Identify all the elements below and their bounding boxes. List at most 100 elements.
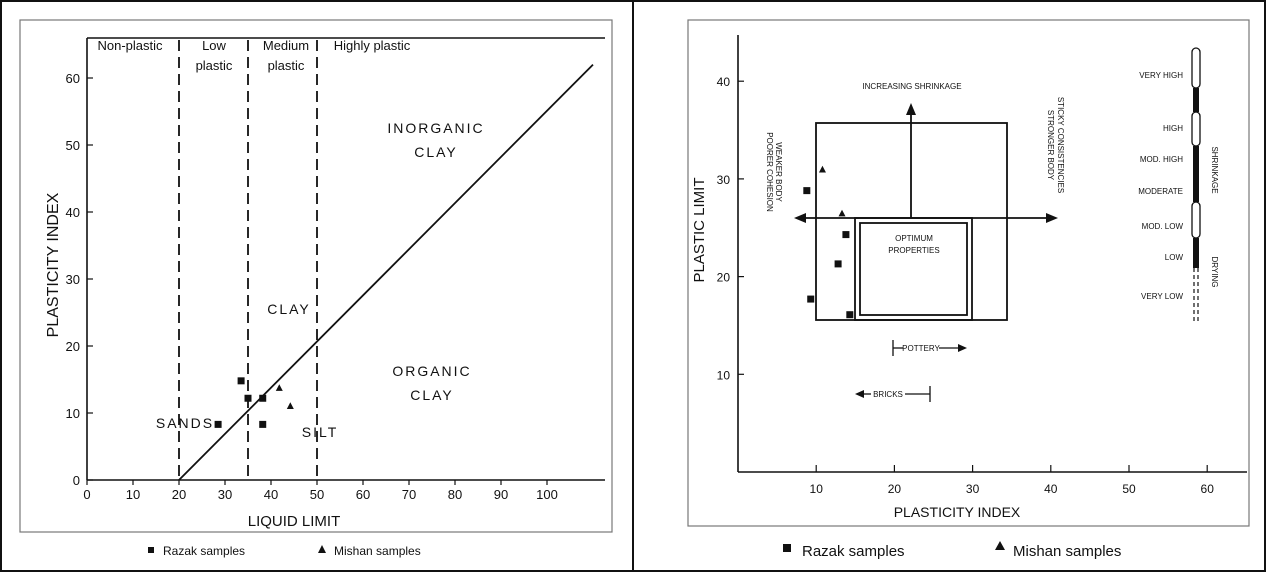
left-legend-triangle-marker bbox=[318, 545, 326, 553]
right-y-axis-label: PLASTIC LIMIT bbox=[691, 177, 708, 282]
left-x-tick-label: 30 bbox=[218, 487, 232, 502]
region-label-sands: SANDS bbox=[156, 415, 214, 431]
left-x-tick-label: 20 bbox=[172, 487, 186, 502]
scale-title-drying: DRYING bbox=[1210, 257, 1219, 288]
razak-sample-point bbox=[237, 377, 245, 385]
right-x-tick-label: 60 bbox=[1201, 482, 1215, 496]
right-y-tick-label: 20 bbox=[717, 271, 731, 285]
left-y-tick-label: 50 bbox=[66, 138, 80, 153]
razak-sample-point bbox=[807, 295, 815, 303]
razak-sample-point bbox=[842, 231, 850, 239]
razak-sample-point bbox=[846, 311, 854, 319]
label-optimum: OPTIMUM bbox=[895, 234, 933, 243]
left-y-tick-label: 40 bbox=[66, 205, 80, 220]
pottery-arrow-head bbox=[958, 344, 967, 352]
mishan-sample-point bbox=[286, 402, 294, 409]
right-x-tick-label: 20 bbox=[888, 482, 902, 496]
right-legend-square-marker bbox=[783, 544, 791, 552]
left-y-tick-label: 60 bbox=[66, 71, 80, 86]
mishan-sample-point bbox=[838, 209, 846, 217]
zone-label-medium-plastic: plastic bbox=[268, 58, 305, 73]
left-y-tick-label: 0 bbox=[73, 473, 80, 488]
left-data-points bbox=[214, 377, 294, 428]
optimum-box-inner bbox=[859, 222, 968, 316]
region-label-organic: ORGANIC bbox=[392, 363, 471, 379]
razak-sample-point bbox=[244, 394, 252, 402]
right-data-points bbox=[803, 165, 854, 319]
razak-sample-point bbox=[259, 394, 267, 402]
cohesion-arrow-right-head bbox=[1046, 213, 1058, 223]
region-label-silt: SILT bbox=[302, 424, 339, 440]
label-increasing-shrinkage: INCREASING SHRINKAGE bbox=[862, 82, 961, 91]
plastic-limit-chart: 10 20 30 40 10 20 30 40 50 60 INCREASING SHRINKA… bbox=[687, 19, 1250, 560]
left-zone-lines bbox=[178, 40, 318, 480]
left-x-tick-label: 0 bbox=[83, 487, 90, 502]
right-y-tick-label: 30 bbox=[717, 173, 731, 187]
left-x-ticks: 0 10 20 30 40 50 60 70 80 90 100 bbox=[83, 480, 558, 502]
left-legend-mishan: Mishan samples bbox=[334, 544, 421, 558]
right-x-tick-label: 30 bbox=[966, 482, 980, 496]
right-y-tick-label: 40 bbox=[717, 75, 731, 89]
left-x-tick-label: 40 bbox=[264, 487, 278, 502]
scale-label-low: LOW bbox=[1165, 253, 1184, 262]
razak-sample-point bbox=[834, 260, 842, 268]
scale-label-moderate: MODERATE bbox=[1138, 187, 1183, 196]
left-x-tick-label: 70 bbox=[402, 487, 416, 502]
left-legend-square-marker bbox=[148, 547, 154, 553]
left-y-tick-label: 10 bbox=[66, 406, 80, 421]
scale-label-very-high: VERY HIGH bbox=[1139, 71, 1183, 80]
region-label-organic-clay: CLAY bbox=[410, 387, 454, 403]
region-label-clay: CLAY bbox=[267, 301, 311, 317]
scale-seg-joint-1 bbox=[1193, 88, 1199, 112]
bricks-arrow-head bbox=[855, 390, 864, 398]
scale-label-very-low: VERY LOW bbox=[1141, 292, 1183, 301]
zone-label-medium: Medium bbox=[263, 38, 309, 53]
right-x-tick-label: 50 bbox=[1122, 482, 1136, 496]
razak-sample-point bbox=[803, 187, 811, 195]
left-x-tick-label: 90 bbox=[494, 487, 508, 502]
left-x-tick-label: 80 bbox=[448, 487, 462, 502]
left-x-tick-label: 60 bbox=[356, 487, 370, 502]
zone-label-nonplastic: Non-plastic bbox=[97, 38, 163, 53]
label-bricks: BRICKS bbox=[873, 390, 903, 399]
shrinkage-arrow-head bbox=[906, 103, 916, 115]
a-line bbox=[178, 63, 594, 481]
scale-seg-high bbox=[1191, 111, 1201, 147]
left-y-axis-label: PLASTICITY INDEX bbox=[45, 192, 62, 337]
label-properties: PROPERTIES bbox=[888, 246, 939, 255]
right-panel-border bbox=[687, 19, 1250, 527]
scale-label-mod-low: MOD. LOW bbox=[1142, 222, 1184, 231]
left-x-axis-label: LIQUID LIMIT bbox=[248, 513, 341, 530]
label-weaker-body: WEAKER BODY bbox=[774, 142, 783, 202]
zone-label-low: Low bbox=[202, 38, 226, 53]
right-x-tick-label: 10 bbox=[810, 482, 824, 496]
cohesion-arrow-left-head bbox=[794, 213, 806, 223]
left-x-tick-label: 50 bbox=[310, 487, 324, 502]
right-x-ticks: 10 20 30 40 50 60 bbox=[810, 465, 1215, 496]
left-x-tick-label: 100 bbox=[536, 487, 558, 502]
right-legend-mishan: Mishan samples bbox=[1013, 543, 1121, 560]
left-y-tick-label: 30 bbox=[66, 272, 80, 287]
mishan-sample-point bbox=[275, 384, 283, 391]
mishan-sample-point bbox=[818, 165, 826, 173]
right-y-ticks: 10 20 30 40 bbox=[717, 75, 744, 382]
shrinkage-scale-bar bbox=[1191, 47, 1201, 322]
right-y-tick-label: 10 bbox=[717, 368, 731, 382]
right-legend-razak: Razak samples bbox=[802, 543, 905, 560]
zone-label-highly-plastic: Highly plastic bbox=[334, 38, 411, 53]
scale-label-high: HIGH bbox=[1163, 124, 1183, 133]
right-legend-triangle-marker bbox=[995, 541, 1005, 550]
zone-label-low-plastic: plastic bbox=[196, 58, 233, 73]
region-label-inorganic-clay: CLAY bbox=[414, 144, 458, 160]
left-y-ticks: 0 10 20 30 40 50 60 bbox=[66, 71, 93, 488]
plasticity-chart: 0 10 20 30 40 50 60 0 10 20 30 40 50 60 70 80 90 100 Non… bbox=[19, 19, 613, 558]
scale-title-shrinkage: SHRINKAGE bbox=[1210, 146, 1219, 193]
label-pottery: POTTERY bbox=[902, 344, 940, 353]
right-x-tick-label: 40 bbox=[1044, 482, 1058, 496]
razak-sample-point bbox=[214, 420, 222, 428]
left-panel-border bbox=[19, 19, 613, 533]
scale-label-mod-high: MOD. HIGH bbox=[1140, 155, 1183, 164]
left-legend-razak: Razak samples bbox=[163, 544, 245, 558]
